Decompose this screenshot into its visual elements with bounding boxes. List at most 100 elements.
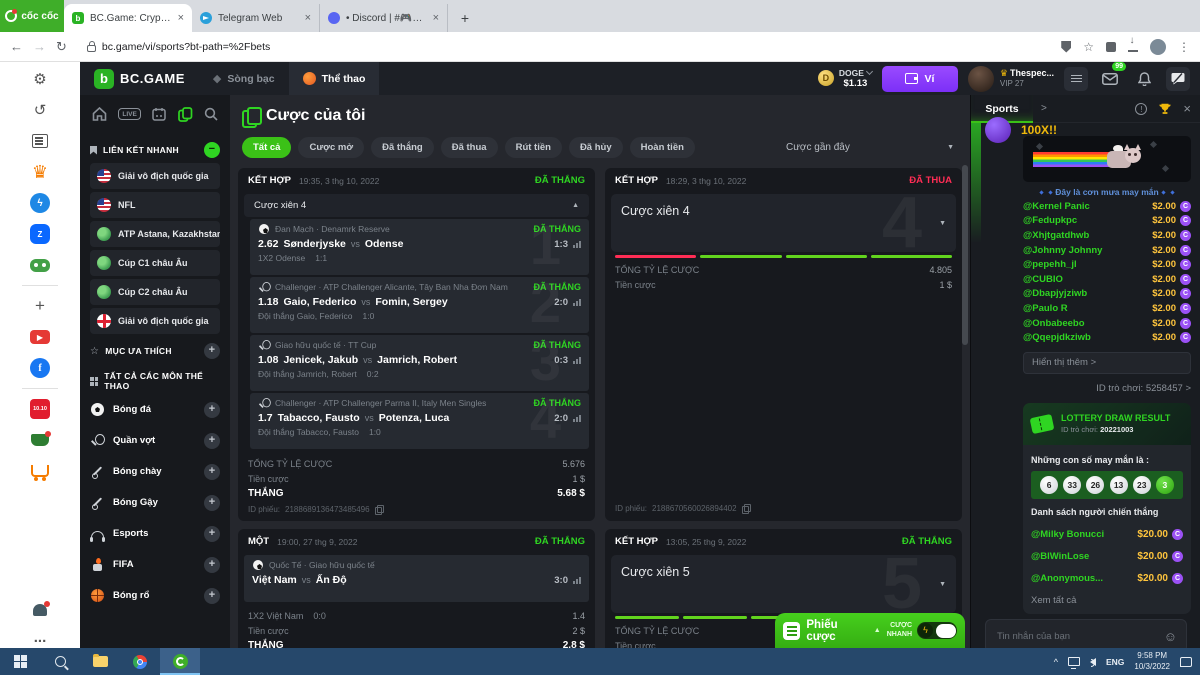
winner-name[interactable]: @Onbabeebo [1023,317,1085,329]
rewards-crown-icon[interactable]: ♛ [31,161,49,182]
winner-name[interactable]: @Dbapjyjziwb [1023,288,1088,300]
action-center-icon[interactable] [1180,656,1192,667]
tab-telegram[interactable]: Telegram Web × [192,4,320,32]
quests-list-button[interactable] [1064,66,1088,91]
sidebar-item-esports[interactable]: Esports + [90,518,220,549]
youtube-icon[interactable]: ▶ [29,326,51,348]
add-shortcut-icon[interactable]: + [35,296,45,315]
shield-icon[interactable] [1061,40,1072,53]
settings-gear-icon[interactable]: ⚙ [33,71,47,88]
hidden-icons-chevron[interactable]: ^ [1053,656,1058,667]
wallet-button[interactable]: Ví [881,65,958,92]
copy-icon[interactable] [374,505,385,515]
betslip-button[interactable]: Phiếu cược ▲ CƯỢC NHANH ϟ [775,613,965,648]
winner-name[interactable]: @Qqepjdkziwb [1023,332,1091,344]
winner-name[interactable]: @Fedupkpc [1023,215,1078,227]
quick-link-nfl[interactable]: NFL [90,192,220,218]
chevron-right-icon[interactable]: > [1041,103,1047,114]
stats-icon[interactable] [573,240,581,248]
shop-hat-icon[interactable] [29,429,51,451]
quick-link-cup-c1[interactable]: Cúp C1 châu Âu [90,250,220,276]
expand-icon[interactable]: + [204,401,220,418]
download-icon[interactable] [1128,35,1138,52]
filter-all[interactable]: Tất cả [242,137,292,158]
forward-icon[interactable]: → [33,39,46,54]
url-bar[interactable]: bc.game/vi/sports?bt-path=%2Fbets [76,35,1052,58]
games-gamepad-icon[interactable] [29,254,51,276]
start-button[interactable] [0,648,40,675]
file-explorer-button[interactable] [80,648,120,675]
winner-name[interactable]: @Milky Bonucci [1031,528,1105,540]
back-icon[interactable]: ← [10,39,23,54]
promo-1010-icon[interactable]: 10.10 [29,398,51,420]
avatar[interactable] [985,117,1011,143]
zalo-icon[interactable]: Z [29,223,51,245]
quick-link-cup-c2[interactable]: Cúp C2 châu Âu [90,279,220,305]
coccoc-button[interactable] [160,648,200,675]
notifications-button[interactable] [1132,67,1156,91]
bcgame-logo[interactable]: b BC.GAME [94,68,185,89]
filter-cancelled[interactable]: Đã hủy [568,137,623,158]
winner-name[interactable]: @Kernel Panic [1023,200,1090,212]
filter-lost[interactable]: Đã thua [440,137,498,158]
stats-icon[interactable] [573,414,581,422]
language-indicator[interactable]: ENG [1105,656,1125,667]
sidebar-item-baseball[interactable]: Bóng chày + [90,456,220,487]
sidebar-item-cricket[interactable]: Bóng Gậy + [90,487,220,518]
sort-dropdown[interactable]: Cược gần đây ▼ [786,142,954,153]
reload-icon[interactable]: ↻ [56,38,67,54]
search-icon[interactable] [204,107,218,121]
expand-icon[interactable]: + [204,432,220,449]
chrome-button[interactable] [120,648,160,675]
coccoc-brand[interactable]: cốc cốc [0,0,64,32]
emoji-icon[interactable]: ☺ [1163,628,1177,644]
view-all-link[interactable]: Xem tất cả [1031,595,1077,606]
add-favorite-button[interactable]: + [204,343,220,359]
speaker-icon[interactable] [1089,657,1096,667]
winner-name[interactable]: @Paulo R [1023,302,1068,314]
mail-button[interactable]: 99 [1098,61,1126,91]
stats-icon[interactable] [573,298,581,306]
winner-name[interactable]: @CUBIO [1023,273,1063,285]
filter-refund[interactable]: Hoàn tiền [629,137,695,158]
expand-icon[interactable]: + [204,556,220,573]
expand-icon[interactable]: + [204,587,220,604]
browser-menu-icon[interactable]: ⋮ [1178,39,1190,54]
combo-toggle[interactable]: Cược xiên 5 5 ▼ [611,544,956,624]
winner-name[interactable]: @Johnny Johnny [1023,244,1103,256]
tab-close-icon[interactable]: × [304,12,311,24]
close-icon[interactable]: × [1183,101,1191,116]
newsfeed-icon[interactable] [29,130,51,152]
live-icon[interactable]: LIVE [118,108,141,120]
game-id-link[interactable]: ID trò chơi: 5258457 > [1096,383,1191,394]
extensions-icon[interactable] [1106,41,1116,52]
chat-input[interactable] [995,629,1164,643]
quick-bet-toggle[interactable]: ϟ [917,622,957,639]
winner-name[interactable]: @pepehh_jl [1023,259,1077,271]
nav-casino[interactable]: ◆ Sòng bạc [212,72,275,86]
new-tab-button[interactable]: + [460,10,470,26]
expand-icon[interactable]: + [204,494,220,511]
quick-link-atp-astana[interactable]: ATP Astana, Kazakhstan [90,221,220,247]
my-bets-icon[interactable] [177,106,193,122]
facebook-icon[interactable]: f [29,357,51,379]
chat-toggle-button[interactable] [1166,66,1190,91]
clock[interactable]: 9:58 PM 10/3/2022 [1134,650,1170,671]
combo-toggle[interactable]: Cược xiên 4 ▲ [244,194,589,217]
user-profile[interactable]: ♛ Thespec... VIP 27 [967,65,1054,92]
filter-open[interactable]: Cược mở [298,137,365,158]
sidebar-item-football[interactable]: Bóng đá + [90,394,220,425]
trophy-icon[interactable] [1158,102,1172,116]
filter-cashout[interactable]: Rút tiền [504,137,562,158]
tab-bcgame[interactable]: b BC.Game: Crypto Casino Gam × [64,4,192,32]
sidebar-item-basketball[interactable]: Bóng rổ + [90,580,220,611]
browser-profile-avatar[interactable] [1150,38,1166,55]
home-icon[interactable] [92,107,107,121]
collapse-quicklinks-button[interactable]: − [204,142,220,158]
tab-discord[interactable]: • Discord | #🎮games | BC G × [320,4,448,32]
taskbar-search-button[interactable] [40,648,80,675]
nav-sports[interactable]: Thể thao [288,62,380,95]
winner-name[interactable]: @Anonymous... [1031,572,1104,584]
stats-icon[interactable] [573,576,581,584]
sidebar-item-fifa[interactable]: FIFA + [90,549,220,580]
